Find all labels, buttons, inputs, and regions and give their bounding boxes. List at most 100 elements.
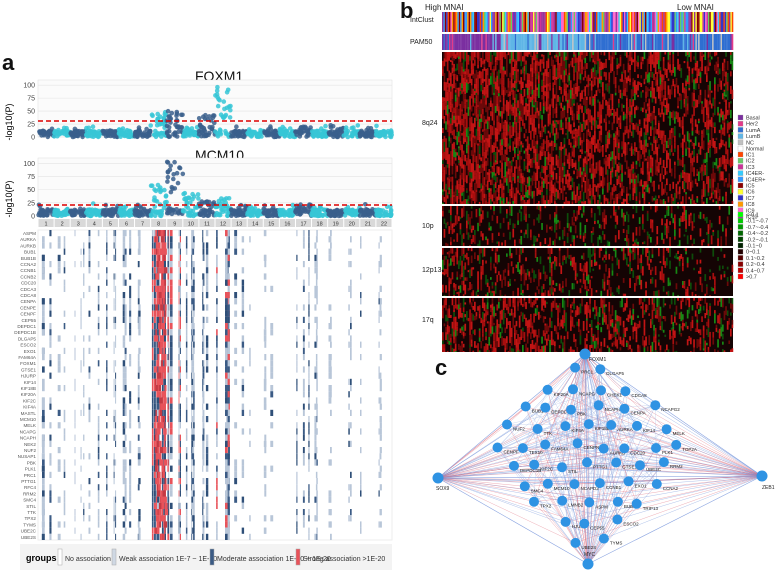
heatmap-cell	[445, 189, 447, 196]
ytick-label: 50	[27, 187, 35, 194]
association-cell	[202, 273, 205, 280]
association-cell	[167, 397, 169, 404]
manhattan-point	[374, 128, 379, 134]
intclust-cell	[548, 12, 550, 32]
association-cell	[164, 279, 167, 286]
intclust-cell	[446, 12, 448, 32]
heatmap-cell	[480, 191, 483, 201]
association-cell	[202, 347, 205, 354]
association-cell	[163, 447, 167, 454]
association-cell	[216, 397, 218, 404]
pam50-cell	[682, 34, 685, 50]
heatmap-cell	[493, 120, 495, 126]
association-cell	[88, 478, 91, 485]
association-cell	[249, 533, 251, 540]
association-cell	[122, 236, 126, 243]
association-cell	[378, 397, 380, 404]
heatmap-cell	[490, 154, 492, 162]
pam50-cell	[523, 34, 525, 50]
association-cell	[113, 515, 115, 522]
association-cell	[193, 422, 195, 429]
pam50-cell	[465, 34, 468, 50]
association-cell	[57, 254, 61, 261]
heatmap-cell	[450, 52, 452, 58]
association-cell	[161, 372, 163, 379]
association-cell	[169, 453, 173, 460]
pam50-cell	[621, 34, 623, 50]
pam50-cell	[495, 34, 497, 50]
pam50-cell	[533, 34, 535, 50]
pam50-cell	[661, 34, 664, 50]
heatmap-cell	[470, 172, 473, 179]
heatmap-cell	[470, 116, 473, 123]
pam50-cell	[626, 34, 629, 50]
association-cell	[122, 341, 126, 348]
intclust-cell	[482, 12, 485, 32]
intclust-cell	[587, 12, 590, 32]
chromosome-box	[263, 219, 279, 227]
heatmap-cell	[493, 167, 495, 173]
association-cell	[179, 335, 181, 342]
association-cell	[63, 490, 66, 497]
intclust-cell	[488, 12, 490, 32]
pam50-cell	[677, 34, 679, 50]
heatmap-cell	[470, 93, 473, 99]
association-cell	[151, 409, 154, 416]
association-cell	[122, 409, 126, 416]
association-cell	[202, 279, 205, 286]
association-cell	[115, 416, 117, 423]
manhattan-point	[52, 210, 58, 215]
heatmap-cell	[462, 164, 465, 169]
manhattan-point	[263, 130, 269, 135]
association-cell	[167, 372, 169, 379]
association-cell	[360, 447, 362, 454]
association-cell	[115, 236, 117, 243]
heatmap-cell	[480, 140, 483, 143]
association-cell	[97, 298, 100, 305]
heatmap-cell	[442, 69, 444, 74]
association-cell	[202, 515, 204, 522]
association-cell	[115, 428, 117, 435]
association-cell	[169, 502, 173, 509]
association-cell	[88, 254, 91, 261]
heatmap-cell	[448, 175, 451, 179]
heatmap-cell	[477, 64, 479, 69]
association-cell	[160, 304, 164, 311]
association-cell	[264, 366, 267, 373]
association-cell	[155, 335, 159, 342]
association-cell	[205, 502, 209, 509]
heatmap-cell	[483, 79, 486, 82]
manhattan-point	[195, 192, 201, 197]
association-cell	[227, 521, 230, 528]
pam50-cell	[491, 34, 493, 50]
association-cell	[156, 316, 160, 323]
heatmap-cell	[474, 142, 476, 153]
manhattan-point	[184, 130, 190, 135]
association-cell	[202, 242, 205, 249]
association-cell	[167, 323, 169, 330]
association-cell	[161, 310, 165, 317]
intclust-cell	[597, 12, 599, 32]
association-cell	[167, 428, 169, 435]
association-cell	[179, 490, 181, 497]
heatmap-cell	[464, 126, 467, 133]
association-cell	[153, 323, 156, 330]
heatmap-cell	[464, 74, 467, 77]
association-cell	[378, 298, 380, 305]
chromosome-box	[344, 219, 360, 227]
association-cell	[169, 335, 173, 342]
association-cell	[156, 248, 160, 255]
intclust-cell	[507, 12, 510, 32]
pam50-cell	[625, 34, 627, 50]
association-cell	[155, 378, 157, 385]
association-cell	[360, 378, 362, 385]
association-cell	[122, 304, 126, 311]
association-cell	[83, 391, 85, 398]
association-cell	[74, 385, 76, 392]
association-cell	[157, 242, 161, 249]
chromosome-box	[86, 219, 102, 227]
manhattan-point	[199, 208, 204, 214]
heatmap-cell	[461, 109, 463, 112]
association-cell	[350, 323, 352, 330]
heatmap-cell	[458, 87, 460, 97]
